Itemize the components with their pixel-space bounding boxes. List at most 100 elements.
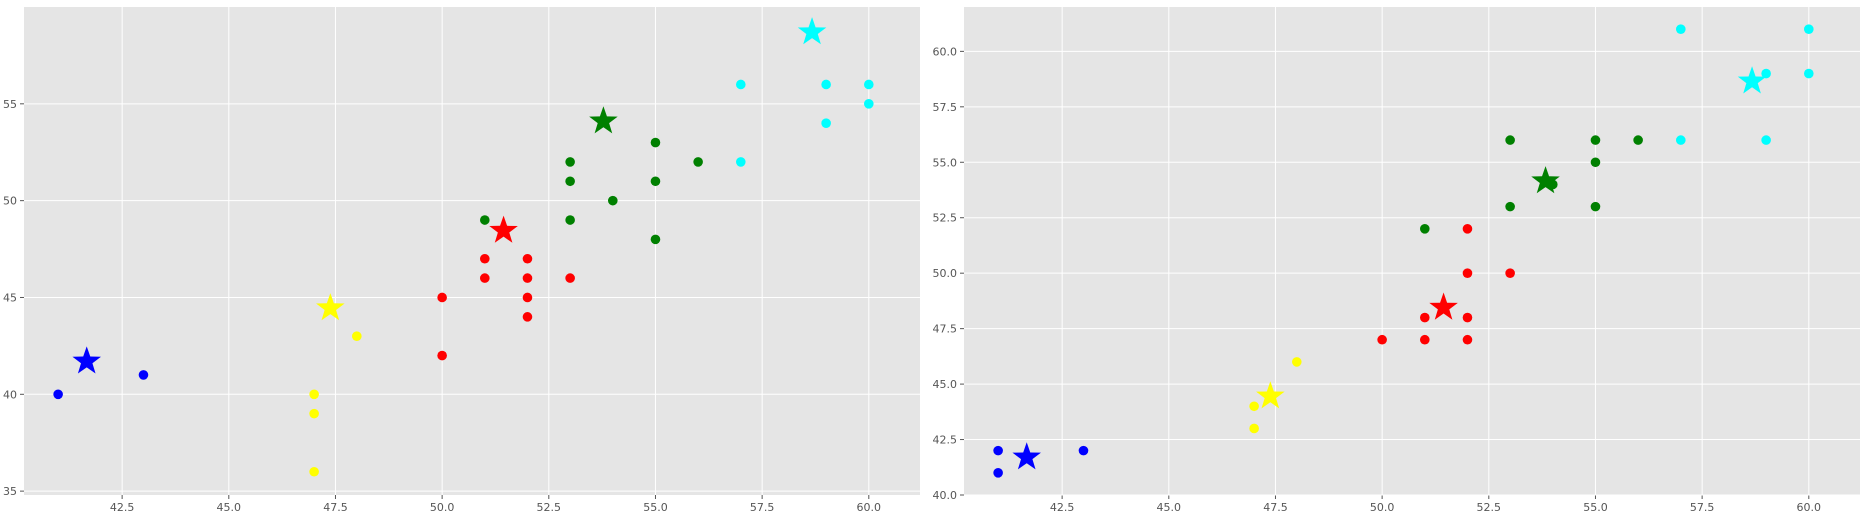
data-point — [437, 292, 447, 303]
data-point — [522, 292, 533, 303]
data-point — [650, 234, 661, 245]
x-tick-label: 50.0 — [430, 501, 455, 514]
data-point — [693, 157, 703, 167]
y-tick-label: 47.5 — [933, 323, 958, 336]
x-tick-label: 42.5 — [1050, 501, 1075, 514]
x-tick-label: 47.5 — [323, 501, 348, 514]
x-tick-label: 55.0 — [1583, 501, 1608, 514]
data-point — [1505, 135, 1515, 145]
centroid-star-icon — [72, 346, 101, 374]
data-point — [480, 215, 490, 225]
data-point — [864, 79, 874, 90]
data-point — [1590, 201, 1601, 212]
y-tick-label: 55 — [3, 98, 17, 111]
y-tick-label: 40.0 — [933, 489, 958, 502]
y-tick-label: 50 — [3, 195, 17, 208]
data-point — [1377, 334, 1387, 345]
y-tick-label: 50.0 — [933, 267, 958, 280]
data-point — [309, 466, 319, 477]
centroid-star-icon — [1737, 66, 1767, 94]
data-point — [1292, 357, 1302, 367]
data-point — [650, 137, 661, 148]
x-tick-label: 60.0 — [857, 501, 882, 514]
x-tick-label: 60.0 — [1797, 501, 1822, 514]
data-point — [1676, 135, 1686, 145]
x-tick-label: 45.0 — [1157, 501, 1182, 514]
data-point — [1804, 24, 1814, 34]
data-point — [1505, 201, 1515, 212]
data-point — [309, 408, 319, 419]
data-point — [821, 79, 831, 90]
data-point — [565, 273, 575, 283]
data-point — [437, 350, 447, 361]
data-point — [1633, 135, 1643, 145]
x-tick-label: 47.5 — [1263, 501, 1288, 514]
x-tick-label: 57.5 — [750, 501, 775, 514]
data-point — [650, 176, 661, 187]
data-point — [1078, 445, 1089, 456]
data-point — [1804, 68, 1814, 79]
data-point — [522, 273, 533, 283]
data-point — [1249, 401, 1259, 412]
data-point — [821, 118, 831, 128]
y-tick-label: 57.5 — [933, 101, 958, 114]
data-point — [1676, 24, 1686, 34]
data-point — [138, 370, 149, 380]
plot-area — [24, 7, 920, 495]
data-point — [53, 389, 63, 400]
x-tick-label: 45.0 — [217, 501, 242, 514]
y-tick-label: 60.0 — [933, 45, 958, 58]
data-point — [1590, 135, 1601, 145]
data-point — [864, 99, 874, 109]
data-point — [480, 273, 490, 283]
centroid-star-icon — [1429, 292, 1458, 320]
y-tick-label: 42.5 — [933, 434, 958, 447]
data-point — [1462, 312, 1473, 323]
centroid-star-icon — [316, 293, 345, 321]
data-point — [1420, 224, 1430, 234]
centroid-star-icon — [1256, 381, 1285, 409]
x-tick-label: 50.0 — [1370, 501, 1395, 514]
data-point — [1249, 423, 1259, 434]
centroid-star-icon — [589, 106, 618, 134]
centroid-star-icon — [489, 215, 518, 243]
y-tick-label: 55.0 — [933, 156, 958, 169]
data-point — [309, 389, 319, 400]
data-point — [736, 79, 746, 90]
data-point — [608, 195, 618, 206]
x-tick-label: 52.5 — [1477, 501, 1502, 514]
centroid-star-icon — [1012, 442, 1041, 470]
data-point — [1462, 268, 1473, 278]
data-point — [1420, 312, 1430, 323]
data-point — [993, 445, 1003, 456]
data-point — [1590, 157, 1601, 168]
data-point — [1761, 135, 1771, 145]
centroid-star-icon — [797, 17, 827, 45]
y-tick-label: 40 — [3, 388, 17, 401]
right-scatter-plot: 42.5 45.0 47.5 50.0 52.5 55.0 57.5 60.0 40.0 42.5… — [933, 7, 1860, 514]
data-point — [736, 157, 746, 167]
plot-area — [964, 7, 1860, 495]
data-point — [522, 253, 533, 264]
data-point — [565, 157, 575, 167]
data-point — [565, 176, 575, 187]
y-tick-label: 52.5 — [933, 212, 958, 225]
x-tick-label: 55.0 — [643, 501, 668, 514]
data-point — [1761, 68, 1771, 79]
data-point — [1462, 224, 1473, 234]
centroid-star-icon — [1531, 166, 1560, 194]
x-tick-label: 42.5 — [110, 501, 135, 514]
data-point — [565, 215, 575, 225]
data-point — [993, 468, 1003, 478]
data-point — [480, 253, 490, 264]
data-point — [352, 331, 362, 342]
data-point — [1505, 268, 1515, 278]
data-point — [1462, 334, 1473, 345]
left-scatter-plot: 42.5 45.0 47.5 50.0 52.5 55.0 57.5 60.0 35 40 45 50… — [3, 7, 920, 514]
data-point — [522, 312, 533, 322]
x-tick-label: 57.5 — [1690, 501, 1715, 514]
y-tick-label: 35 — [3, 485, 17, 498]
data-point — [1420, 334, 1430, 345]
y-tick-label: 45 — [3, 291, 17, 304]
